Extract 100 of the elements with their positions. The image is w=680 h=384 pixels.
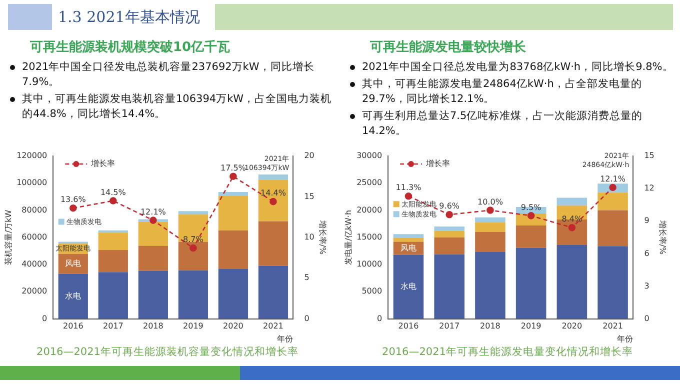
y-tick-label: 0 [376, 314, 382, 323]
y-tick-label: 10000 [356, 260, 382, 269]
text: 2016—2021年可再生能源发电量变化情况和增长率 [381, 345, 634, 359]
bar [258, 174, 288, 180]
y-tick-label: 40000 [22, 260, 48, 269]
text: 2021年中国全口径总发电量为83768亿kW·h，同比增长9.8%。 [362, 61, 674, 73]
point [110, 197, 117, 204]
bar [218, 192, 248, 196]
y-tick-label: 5000 [362, 286, 382, 296]
bar [58, 274, 88, 319]
bar [178, 270, 208, 319]
bar [178, 214, 208, 242]
y-tick-label: 0 [42, 314, 48, 323]
y2-tick-label: 10 [304, 232, 314, 242]
bar [258, 266, 288, 319]
bar [138, 222, 168, 246]
y-tick-label: 20000 [22, 286, 48, 296]
bar [393, 238, 424, 242]
legend-label: 增长率 [425, 159, 450, 168]
x-tick-label: 2020 [223, 322, 244, 331]
text: 可再生利用总量达7.5亿吨标准煤，占一次能源消费总量的14.2%。 [362, 110, 643, 137]
y-axis-title: 发电量/亿kW·h [344, 210, 353, 265]
bar [434, 254, 464, 319]
bar [434, 230, 464, 238]
bar [258, 180, 288, 222]
y-axis-title: 装机容量/万kW [4, 210, 13, 266]
data-label: 10.0% [477, 197, 504, 206]
data-label: 13.6% [60, 195, 86, 204]
data-label: 9.5% [520, 202, 542, 212]
y-tick-label: 20000 [356, 205, 382, 214]
bar [598, 192, 628, 210]
data-label: 8.7% [183, 235, 204, 244]
data-label: 14.5% [100, 188, 126, 197]
data-label: 12.1% [600, 174, 626, 184]
point [446, 210, 453, 218]
text: 1.3 2021年基本情况 [58, 8, 200, 27]
bar [598, 246, 628, 319]
data-label: 17.5% [220, 163, 246, 172]
point [568, 224, 576, 232]
series-label: 水电 [400, 282, 416, 291]
series-label: 风电 [65, 258, 82, 268]
y2-tick-label: 15 [644, 151, 654, 160]
y-tick-label: 25000 [356, 178, 382, 188]
y-tick-label: 120000 [16, 151, 48, 160]
series-label: 水电 [65, 291, 82, 300]
bar [218, 196, 248, 230]
x-tick-label: 2016 [62, 322, 84, 331]
y2-tick-label: 20 [304, 151, 314, 160]
point [69, 204, 77, 212]
point [230, 172, 237, 180]
bar [138, 270, 168, 319]
point [270, 198, 277, 206]
bar [598, 210, 628, 246]
y2-tick-label: 0 [644, 314, 650, 323]
bar [393, 234, 424, 238]
y2-tick-label: 3 [644, 281, 650, 290]
y-tick-label: 30000 [356, 151, 382, 160]
x-tick-label: 2016 [398, 322, 419, 331]
x-tick-label: 2018 [480, 322, 500, 331]
point [190, 244, 197, 252]
bar [218, 230, 248, 269]
point [404, 192, 412, 200]
bar [516, 248, 546, 319]
y2-tick-label: 5 [304, 273, 310, 282]
bar [475, 222, 506, 232]
bar [258, 221, 288, 266]
data-label: 9.6% [439, 202, 460, 211]
y2-axis-title: 增长率/% [658, 219, 668, 255]
bar [516, 225, 546, 248]
x-tick-label: 2019 [183, 322, 204, 331]
y-tick-label: 60000 [22, 232, 48, 242]
bar [218, 268, 248, 319]
text: 可再生能源装机规模突破10亿千瓦 [30, 38, 232, 56]
y2-tick-label: 12 [644, 184, 654, 193]
text: 2016—2021年可再生能源装机容量变化情况和增长率 [36, 345, 300, 359]
y2-tick-label: 15 [304, 192, 314, 201]
bar [434, 237, 464, 254]
x-tick-label: 2021 [602, 322, 623, 331]
y-tick-label: 15000 [356, 232, 382, 242]
text: 2021年中国全口径发电总装机容量237692万kW，同比增长7.9%。 [22, 61, 314, 88]
data-label: 8.4% [562, 214, 582, 224]
y-tick-label: 100000 [16, 178, 48, 188]
y2-axis-title: 增长率/% [318, 219, 328, 255]
bar [475, 252, 506, 319]
bar [475, 232, 506, 252]
x-tick-label: 2019 [520, 322, 542, 331]
text: 其中，可再生能源发电量24864亿kW·h，占全部发电量的29.7%，同比增长12.1%。 [362, 78, 642, 105]
point [486, 206, 494, 214]
data-label: 14.4% [260, 188, 286, 198]
y2-tick-label: 6 [644, 248, 650, 258]
y-tick-label: 80000 [22, 205, 48, 214]
x-axis-title: 年份 [617, 334, 634, 344]
bar [475, 217, 506, 222]
x-tick-label: 2018 [142, 322, 164, 331]
text: 可再生能源发电量较快增长 [370, 39, 527, 56]
y2-tick-label: 9 [644, 216, 650, 226]
x-tick-label: 2017 [439, 322, 460, 331]
y2-tick-label: 0 [304, 314, 310, 323]
bar [98, 250, 128, 272]
point [150, 216, 157, 224]
